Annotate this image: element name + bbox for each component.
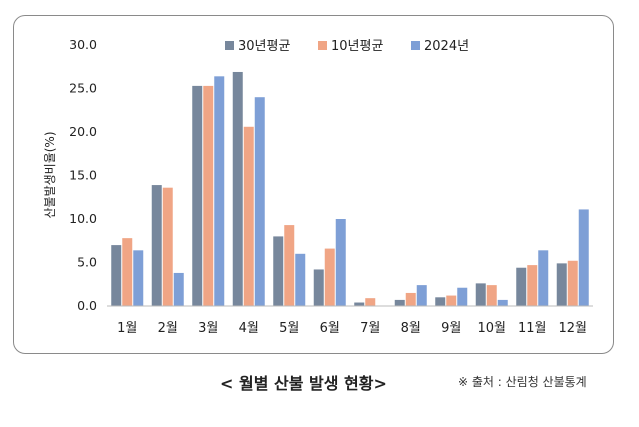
x-tick-label: 2월 xyxy=(158,321,178,336)
bar-6-series-1 xyxy=(313,269,324,306)
bar-12-series-3 xyxy=(578,209,589,306)
x-tick-label: 3월 xyxy=(198,321,218,336)
bar-11-series-2 xyxy=(527,265,538,306)
x-tick-label: 1월 xyxy=(117,321,137,336)
bar-3-series-2 xyxy=(203,85,214,306)
y-tick-label: 25.0 xyxy=(69,81,97,96)
bar-6-series-2 xyxy=(324,248,335,306)
legend-swatch xyxy=(225,41,234,50)
bar-12-series-1 xyxy=(556,263,567,306)
bar-1-series-1 xyxy=(111,245,122,306)
bar-10-series-2 xyxy=(486,285,497,306)
bar-8-series-3 xyxy=(416,285,427,306)
legend-swatch xyxy=(411,41,420,50)
y-tick-label: 5.0 xyxy=(77,255,97,270)
bar-5-series-2 xyxy=(284,225,295,306)
bar-8-series-1 xyxy=(394,299,405,306)
y-tick-label: 10.0 xyxy=(69,211,97,226)
bar-7-series-1 xyxy=(354,302,365,306)
x-tick-label: 12월 xyxy=(558,321,587,336)
x-tick-label: 4월 xyxy=(239,321,259,336)
bar-12-series-2 xyxy=(567,260,578,306)
x-tick-label: 6월 xyxy=(320,321,340,336)
x-tick-label: 8월 xyxy=(401,321,421,336)
bar-1-series-2 xyxy=(122,238,133,306)
figure-caption: < 월별 산불 발생 현황> xyxy=(220,374,387,393)
bar-chart: 산불발생비율(%) 0.0 5.0 10.0 15.0 20.0 25.0 30.0 1월 2… xyxy=(43,37,593,336)
x-tick-label: 10월 xyxy=(477,321,506,336)
y-tick-label: 30.0 xyxy=(69,37,97,52)
y-tick-label: 15.0 xyxy=(69,168,97,183)
bar-9-series-3 xyxy=(457,287,468,306)
legend-label: 30년평균 xyxy=(238,39,290,54)
legend-swatch xyxy=(318,41,327,50)
legend-label: 2024년 xyxy=(424,39,469,54)
bar-10-series-1 xyxy=(475,283,486,306)
bar-9-series-2 xyxy=(446,295,457,306)
bar-7-series-2 xyxy=(365,298,376,306)
bar-11-series-3 xyxy=(538,250,549,306)
bar-2-series-2 xyxy=(162,187,173,306)
bar-5-series-3 xyxy=(295,253,306,306)
x-tick-label: 5월 xyxy=(279,321,299,336)
bar-6-series-3 xyxy=(335,219,346,306)
source-note: ※ 출처 : 산림청 산불통계 xyxy=(458,375,587,389)
bar-1-series-3 xyxy=(133,250,144,306)
legend-label: 10년평균 xyxy=(331,39,383,54)
y-tick-label: 20.0 xyxy=(69,124,97,139)
y-axis-label: 산불발생비율(%) xyxy=(43,131,57,218)
bar-5-series-1 xyxy=(273,236,284,306)
bar-11-series-1 xyxy=(516,267,527,306)
x-tick-label: 11월 xyxy=(518,321,547,336)
bar-2-series-1 xyxy=(151,185,162,306)
bar-9-series-1 xyxy=(435,297,446,306)
bar-8-series-2 xyxy=(405,292,416,306)
bar-4-series-1 xyxy=(232,71,243,306)
x-tick-label: 7월 xyxy=(360,321,380,336)
bar-2-series-3 xyxy=(173,272,184,306)
bar-3-series-1 xyxy=(192,85,203,306)
bar-4-series-2 xyxy=(243,126,254,306)
x-tick-label: 9월 xyxy=(441,321,461,336)
bar-10-series-3 xyxy=(497,299,508,306)
bar-3-series-3 xyxy=(214,76,225,306)
y-tick-label: 0.0 xyxy=(77,298,97,313)
bar-4-series-3 xyxy=(254,97,265,306)
